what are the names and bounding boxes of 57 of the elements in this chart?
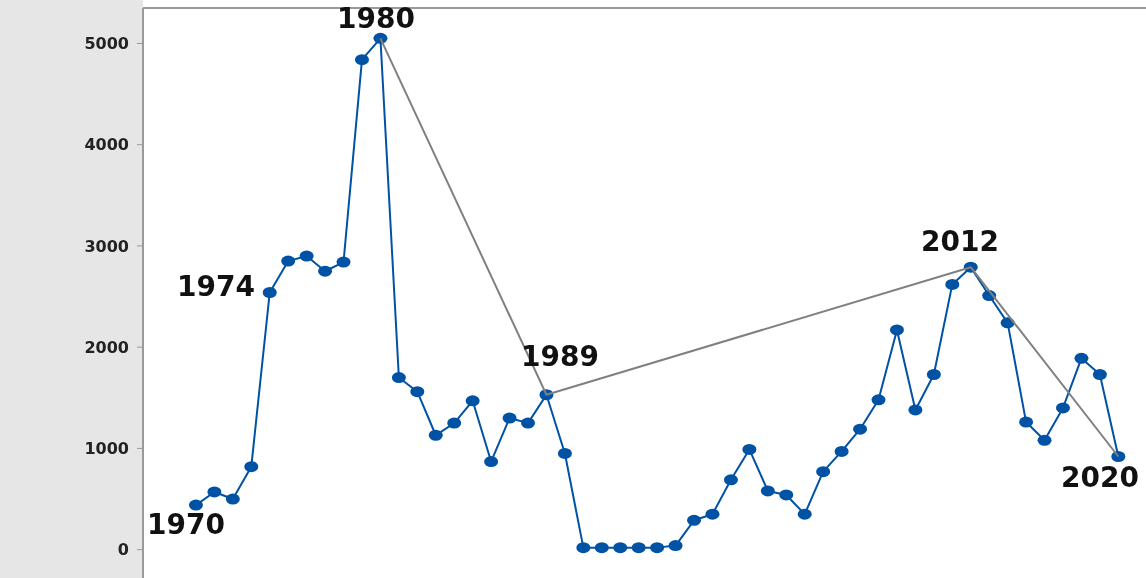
annotation: 1989 [521, 340, 599, 373]
point [281, 255, 296, 267]
point [262, 286, 277, 298]
point [742, 443, 757, 455]
point [650, 542, 665, 554]
point [871, 394, 886, 406]
point [336, 256, 351, 268]
y-tick-label: 3000 [84, 236, 129, 256]
point [613, 542, 628, 554]
y-tick-label: 2000 [84, 337, 129, 357]
annotation: 1980 [337, 2, 415, 35]
point [576, 542, 591, 554]
point [797, 508, 812, 520]
point [1074, 352, 1089, 364]
annotation: 1970 [147, 508, 225, 541]
point [705, 508, 720, 520]
point [779, 489, 794, 501]
point [318, 265, 333, 277]
point [687, 514, 702, 526]
annotation: 2020 [1061, 461, 1139, 494]
point [760, 485, 775, 497]
point [244, 461, 259, 473]
point [188, 499, 203, 511]
point [410, 386, 425, 398]
y-tick-label: 4000 [84, 135, 129, 155]
point [889, 324, 904, 336]
y-tick-label: 0 [117, 540, 129, 560]
point [391, 372, 406, 384]
point [557, 447, 572, 459]
point [834, 445, 849, 457]
point [1037, 434, 1052, 446]
point [447, 417, 462, 429]
point [926, 369, 941, 380]
point [299, 250, 314, 262]
y-tick-label: 1000 [84, 439, 129, 459]
point [945, 278, 960, 290]
point [668, 540, 683, 552]
point [908, 404, 923, 416]
point [723, 474, 738, 486]
point [484, 456, 499, 468]
point [1092, 369, 1107, 380]
y-tick-label: 5000 [84, 34, 129, 54]
point [207, 486, 222, 498]
point [1019, 416, 1034, 428]
annotation: 1974 [177, 270, 255, 303]
point [816, 466, 831, 478]
point [853, 423, 868, 435]
point [465, 395, 480, 407]
point [631, 542, 646, 554]
point [428, 429, 443, 441]
point [594, 542, 609, 554]
point [354, 54, 369, 66]
point [502, 412, 517, 424]
point [225, 493, 240, 505]
annotation: 2012 [921, 225, 999, 258]
point [521, 417, 535, 429]
point [1055, 402, 1070, 414]
